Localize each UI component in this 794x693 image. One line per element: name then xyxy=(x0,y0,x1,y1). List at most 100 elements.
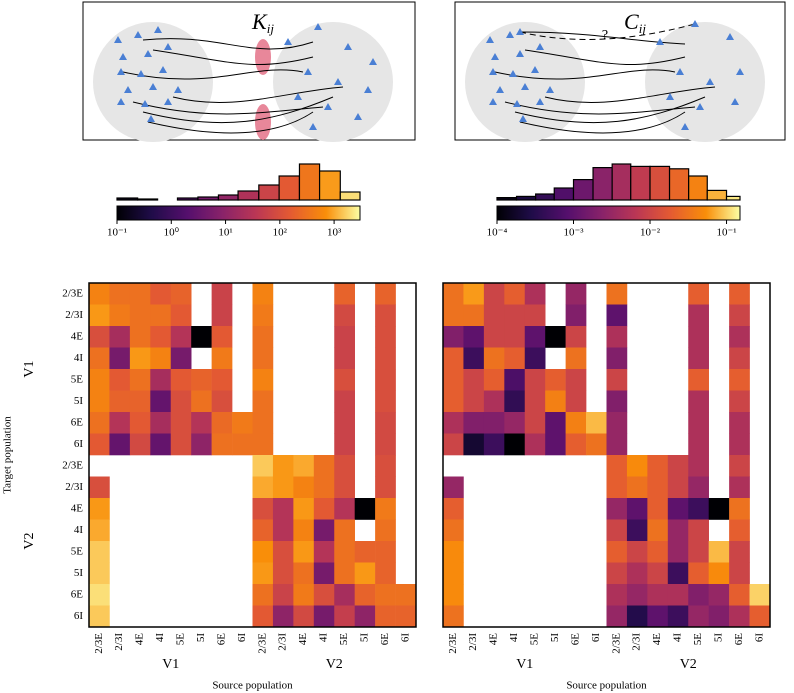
heatmap-cell xyxy=(647,498,669,520)
heatmap-cell xyxy=(354,498,376,520)
x-axis-label: Source population xyxy=(566,680,647,692)
heatmap-cell xyxy=(334,304,355,327)
heatmap-cell xyxy=(252,326,274,348)
heatmap-cell xyxy=(150,390,172,413)
heatmap-cell xyxy=(524,304,546,327)
heatmap-cell xyxy=(708,605,730,628)
heatmap-cell xyxy=(443,412,464,434)
x-tick-label: 4E xyxy=(134,633,146,646)
heatmap-cell xyxy=(252,369,274,391)
histogram-bar xyxy=(217,194,239,201)
heatmap-cell xyxy=(89,412,110,434)
heatmap-cell xyxy=(293,584,315,606)
heatmap-cell xyxy=(667,498,689,520)
y-tick-label: 6E xyxy=(71,416,84,428)
histogram-bar xyxy=(116,197,139,201)
connections xyxy=(122,38,344,134)
heatmap-cell xyxy=(565,347,587,370)
heatmap-cell xyxy=(354,562,376,585)
heatmap-cell xyxy=(565,433,587,456)
x-group-label: V1 xyxy=(162,657,179,672)
heatmap-cell xyxy=(729,476,750,499)
heatmap-cell xyxy=(211,390,233,413)
heatmap-cell xyxy=(334,498,355,520)
schematic-k: Kij xyxy=(82,1,416,142)
heatmap-cell xyxy=(443,498,464,520)
heatmap-cell xyxy=(272,605,294,628)
y-tick-label: 2/3I xyxy=(65,309,83,321)
heatmap-cell xyxy=(524,369,546,391)
heatmap-cell xyxy=(606,326,628,348)
heatmap-cell xyxy=(443,541,464,563)
heatmap-cell xyxy=(626,541,648,563)
heatmap-cell xyxy=(252,347,274,370)
heatmap-cell xyxy=(375,584,396,606)
colorbar-tick-label: 10⁻¹ xyxy=(716,227,736,239)
heatmap-cell xyxy=(109,412,131,434)
heatmap-cell xyxy=(150,283,172,305)
heatmap-cell xyxy=(89,347,110,370)
heatmap-cell xyxy=(483,347,505,370)
heatmap-cell xyxy=(667,605,689,628)
heatmap-cell xyxy=(129,347,151,370)
heatmap-cell xyxy=(293,541,315,563)
heatmap-cell xyxy=(565,304,587,327)
heatmap-cell xyxy=(232,433,253,456)
x-tick-label: 4I xyxy=(154,633,166,643)
heatmap-cell xyxy=(211,326,233,348)
heatmap-cell xyxy=(272,584,294,606)
heatmap-cell xyxy=(524,412,546,434)
heatmap-cell xyxy=(688,433,709,456)
x-tick-label: 4I xyxy=(508,633,520,643)
heatmap-cell xyxy=(443,347,464,370)
heatmap-cell xyxy=(688,412,709,434)
heatmap-cell xyxy=(504,433,526,456)
heatmap-cell xyxy=(375,433,396,456)
heatmap-cell xyxy=(89,326,110,348)
heatmap-cell xyxy=(334,326,355,348)
heatmap-cell xyxy=(375,347,396,370)
x-tick-label: 6I xyxy=(399,633,411,643)
heatmap-cell xyxy=(729,455,750,477)
y-tick-label: 2/3E xyxy=(62,287,83,299)
x-tick-label: 5I xyxy=(549,633,561,643)
heatmap-cell xyxy=(524,326,546,348)
heatmap-cell xyxy=(252,412,274,434)
heatmap-cell xyxy=(191,369,212,391)
heatmap-cell xyxy=(545,412,566,434)
heatmap-cell xyxy=(443,562,464,585)
heatmap-cell xyxy=(443,476,464,499)
heatmap-cell xyxy=(129,283,151,305)
heatmap-cell xyxy=(626,476,648,499)
heatmap-cell xyxy=(729,412,750,434)
heatmap-cell xyxy=(313,455,335,477)
x-tick-label: 2/3I xyxy=(277,633,289,651)
y-axis-label: Target population xyxy=(2,416,14,494)
y-tick-label: 5I xyxy=(74,395,84,407)
heatmap-cell xyxy=(170,369,192,391)
heatmap-cell xyxy=(170,347,192,370)
heatmap-cell xyxy=(129,304,151,327)
heatmap-cell xyxy=(272,562,294,585)
heatmap-cell xyxy=(524,347,546,370)
heatmap-cell xyxy=(729,541,750,563)
x-group-label: V1 xyxy=(516,657,533,672)
heatmap-cell xyxy=(191,433,212,456)
heatmap-cell xyxy=(334,541,355,563)
heatmap-cell xyxy=(729,605,750,628)
heatmap-cell xyxy=(272,498,294,520)
heatmap-cell xyxy=(293,498,315,520)
x-tick-label: 5E xyxy=(692,633,704,646)
heatmap-cell xyxy=(606,283,628,305)
x-tick-label: 2/3E xyxy=(93,633,105,654)
heatmap-cell xyxy=(606,541,628,563)
heatmap-cell xyxy=(606,476,628,499)
heatmap-cell xyxy=(252,455,274,477)
heatmap-cell xyxy=(606,562,628,585)
heatmap-cell xyxy=(483,326,505,348)
colorbar-tick-label: 10⁻² xyxy=(640,227,661,239)
y-tick-label: 5E xyxy=(71,545,84,557)
heatmap-cell xyxy=(89,562,110,585)
heatmap-cell xyxy=(129,369,151,391)
